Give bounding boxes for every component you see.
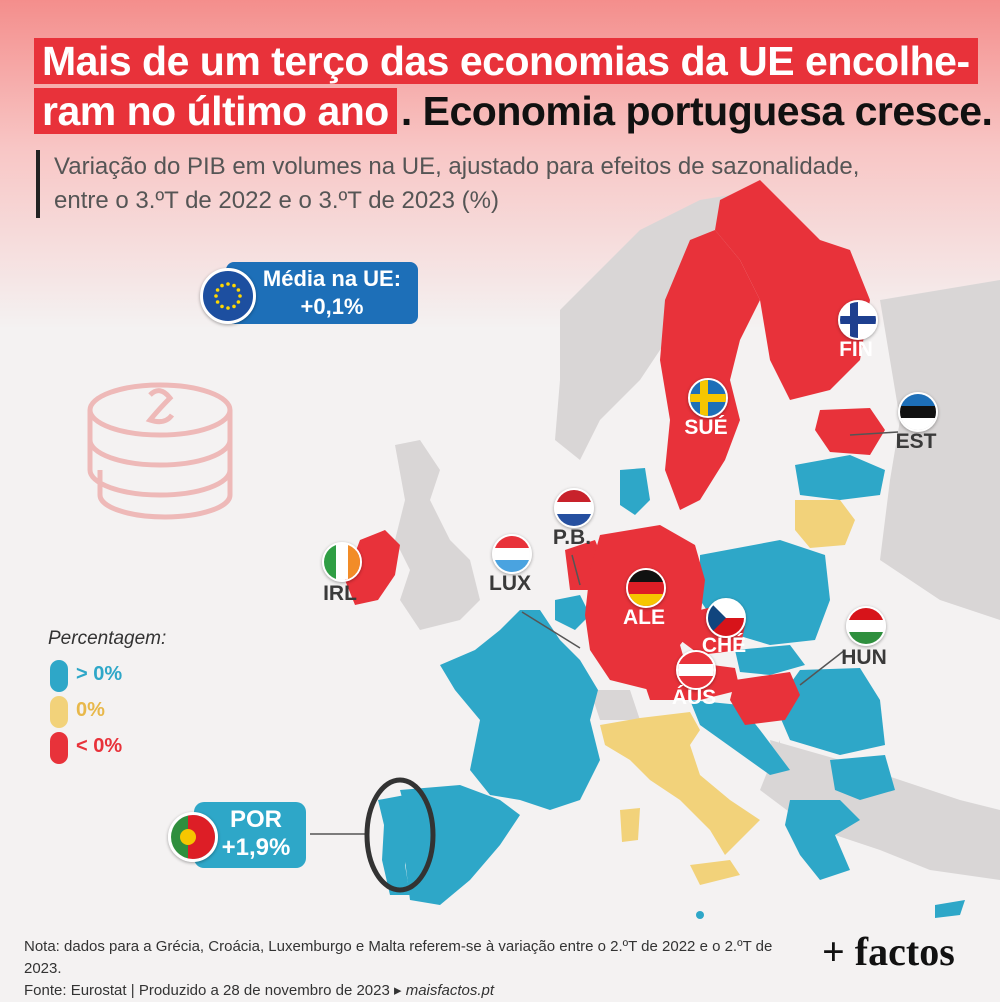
- portugal-value: +1,9%: [221, 834, 291, 861]
- title-rest: . Economia portuguesa cresce.: [400, 88, 993, 134]
- negative-countries: [345, 180, 885, 725]
- legend-item-positive: > 0%: [50, 660, 170, 692]
- leader-lines: [310, 431, 899, 835]
- footer-site-link[interactable]: maisfactos.pt: [405, 982, 495, 999]
- label-che: CHÉ: [701, 634, 747, 657]
- footer-source: Fonte: Eurostat: [24, 982, 127, 999]
- label-hun: HUN: [841, 646, 887, 669]
- finland-flag-icon: [838, 300, 878, 340]
- zero-countries: [600, 500, 855, 885]
- legend-chip-positive: [50, 660, 68, 692]
- footer-note: Nota: dados para a Grécia, Croácia, Luxe…: [24, 936, 784, 1002]
- label-ale: ALE: [623, 606, 665, 629]
- netherlands-flag-icon: [554, 488, 594, 528]
- legend-label-zero: 0%: [76, 699, 105, 721]
- portugal-highlight-circle: [364, 777, 436, 893]
- subtitle: Variação do PIB em volumes na UE, ajusta…: [36, 150, 974, 218]
- label-lux: LUX: [489, 572, 531, 595]
- ireland-flag-icon: [322, 542, 362, 582]
- title-highlight-1: Mais de um terço das economias da UE enc…: [34, 38, 978, 84]
- germany-flag-icon: [626, 568, 666, 608]
- positive-countries: [378, 455, 965, 919]
- legend-item-negative: < 0%: [50, 732, 170, 764]
- title-line-1: Mais de um terço das economias da UE enc…: [34, 36, 978, 86]
- legend-label-positive: > 0%: [76, 663, 123, 685]
- sweden-flag-icon: [688, 378, 728, 418]
- hungary-flag-icon: [846, 606, 886, 646]
- arrow-icon: ▸: [394, 982, 406, 999]
- austria-flag-icon: [676, 650, 716, 690]
- legend-label-negative: < 0%: [76, 735, 123, 757]
- legend-chip-negative: [50, 732, 68, 764]
- subtitle-line-2: entre o 3.ºT de 2022 e o 3.ºT de 2023 (%…: [54, 187, 499, 214]
- eu-flag-icon: [200, 268, 256, 324]
- eu-average-value: +0,1%: [300, 294, 364, 319]
- legend-item-zero: 0%: [50, 696, 170, 728]
- portugal-badge: POR +1,9%: [168, 802, 318, 868]
- eu-average-box: Média na UE: +0,1%: [226, 262, 418, 324]
- title-highlight-2: ram no último ano: [34, 88, 397, 134]
- label-aus: ÁUS: [671, 686, 717, 709]
- footer-note-text: Nota: dados para a Grécia, Croácia, Luxe…: [24, 938, 773, 977]
- coins-illustration: [87, 382, 233, 520]
- portugal-flag-icon: [168, 812, 218, 862]
- eu-average-label: Média na UE:: [262, 266, 402, 291]
- legend-chip-zero: [50, 696, 68, 728]
- footer-separator: |: [130, 982, 139, 999]
- label-fin: FIN: [839, 338, 873, 361]
- footer-source-line: Fonte: Eurostat | Produzido a 28 de nove…: [24, 980, 784, 1002]
- label-irl: IRL: [323, 582, 357, 605]
- luxembourg-flag-icon: [492, 534, 532, 574]
- title-line-2: ram no último ano. Economia portuguesa c…: [34, 86, 993, 136]
- portugal-label: POR: [229, 806, 282, 833]
- legend-title: Percentagem:: [48, 628, 167, 649]
- brand-logo: + factos: [822, 929, 955, 974]
- czechia-flag-icon: [706, 598, 746, 638]
- footer-produced: Produzido a 28 de novembro de 2023: [138, 982, 390, 999]
- label-sue: SUÉ: [684, 416, 728, 439]
- eu-average-badge: Média na UE: +0,1%: [200, 262, 420, 324]
- label-pb: P.B.: [552, 526, 592, 549]
- subtitle-line-1: Variação do PIB em volumes na UE, ajusta…: [54, 153, 860, 180]
- label-est: EST: [895, 430, 937, 453]
- estonia-flag-icon: [898, 392, 938, 432]
